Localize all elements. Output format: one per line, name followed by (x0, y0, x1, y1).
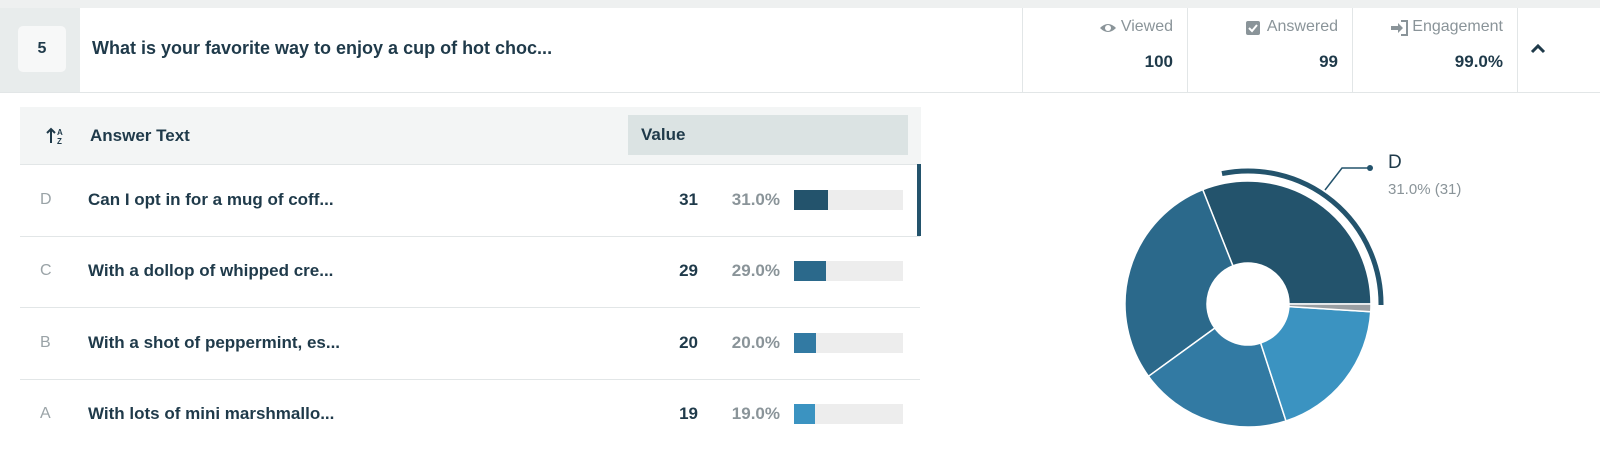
divider (1352, 8, 1353, 92)
donut-remainder (1288, 303, 1372, 313)
donut-slice (1147, 327, 1287, 428)
callout-text: 31.0% (31) (1388, 181, 1461, 198)
bar-track (794, 404, 903, 425)
answer-text: Can I opt in for a mug of coff... (88, 189, 334, 209)
divider (1517, 8, 1518, 92)
svg-text:Z: Z (57, 137, 62, 146)
question-text: What is your favorite way to enjoy a cup… (92, 38, 553, 58)
answer-letter: A (40, 405, 51, 423)
answer-letter: D (40, 190, 52, 208)
callout-label: D (1388, 152, 1402, 173)
answer-count: 29 (679, 261, 698, 281)
row-divider (20, 307, 920, 308)
answer-text: With lots of mini marshmallo... (88, 404, 335, 424)
bar (794, 189, 828, 210)
sort-icon[interactable]: AZ (46, 126, 66, 146)
donut-slice (1259, 305, 1372, 422)
divider (1187, 8, 1188, 92)
stat-label: Answered (1266, 18, 1338, 35)
donut-slice (1201, 180, 1372, 305)
svg-text:A: A (57, 128, 63, 137)
stat-value: 99.0% (1454, 52, 1503, 71)
answer-letter: C (40, 262, 52, 280)
bar (794, 332, 816, 353)
header-value[interactable]: Value (628, 115, 908, 155)
answer-percent: 19.0% (731, 404, 780, 424)
bar-track (794, 332, 903, 353)
donut-slice (1124, 188, 1234, 378)
answer-letter: B (40, 333, 51, 351)
stat-label: Viewed (1120, 18, 1173, 35)
divider (0, 92, 1600, 93)
callout-line (1324, 167, 1370, 191)
bar (794, 261, 826, 282)
answer-count: 19 (679, 404, 698, 424)
question-number: 5 (18, 26, 66, 72)
row-divider (20, 378, 920, 380)
callout-dot (1367, 165, 1373, 171)
stat-icon (1390, 20, 1408, 36)
header-answer: Answer Text (90, 126, 190, 145)
answer-percent: 31.0% (731, 189, 780, 209)
answer-count: 31 (679, 189, 698, 209)
stat-icon (1099, 20, 1117, 36)
row-divider (20, 235, 920, 237)
answer-percent: 20.0% (731, 332, 780, 352)
stat-value: 100 (1144, 52, 1173, 71)
answer-percent: 29.0% (731, 261, 780, 281)
bar (794, 404, 815, 425)
stat-icon (1245, 20, 1263, 36)
selection-arc (1221, 168, 1384, 306)
donut-chart: D 31.0% (31) (1124, 152, 1461, 428)
stat-value: 99 (1319, 52, 1338, 71)
stat-label: Engagement (1412, 18, 1503, 35)
divider (1022, 8, 1023, 92)
answer-text: With a shot of peppermint, es... (88, 332, 341, 352)
answer-text: With a dollop of whipped cre... (88, 261, 334, 281)
answer-count: 20 (679, 332, 698, 352)
collapse-button[interactable] (1530, 42, 1546, 56)
active-indicator (917, 164, 921, 236)
